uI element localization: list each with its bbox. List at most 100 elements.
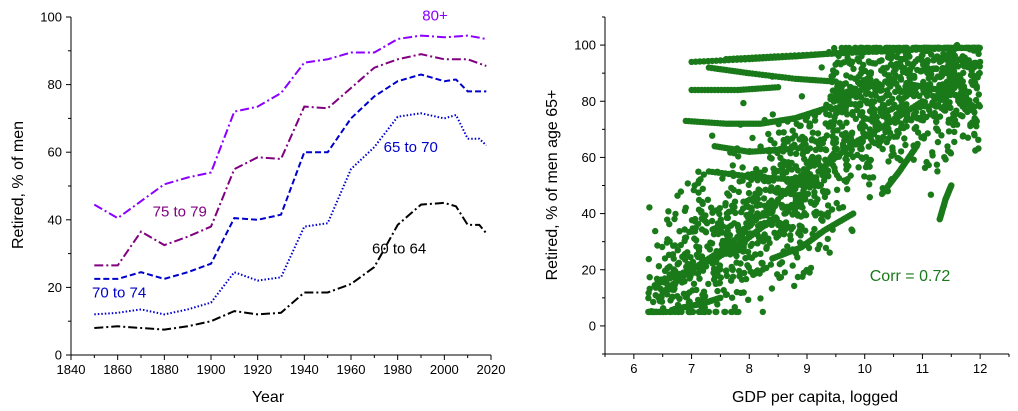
x-axis-title: Year (252, 389, 285, 406)
scatter-point (938, 132, 945, 139)
scatter-point (912, 58, 919, 65)
scatter-point (717, 274, 724, 281)
series-line-60-to-64 (94, 201, 488, 331)
scatter-point (690, 280, 698, 287)
scatter-point (681, 256, 689, 263)
scatter-point (687, 308, 694, 316)
scatter-point (738, 208, 745, 216)
scatter-point (938, 69, 945, 76)
scatter-point (794, 145, 802, 152)
scatter-point (824, 167, 832, 174)
scatter-point (817, 136, 824, 143)
scatter-point (857, 145, 864, 153)
scatter-point (713, 229, 720, 236)
scatter-point (708, 217, 716, 225)
scatter-point (848, 131, 855, 138)
scatter-point (904, 46, 911, 54)
series-labels: 80+ 75 to 79 65 to 70 70 to 74 60 to 64 (92, 7, 448, 301)
scatter-point (695, 247, 703, 254)
scatter-point (817, 181, 825, 189)
y-tick-label: 80 (48, 77, 62, 92)
scatter-point (923, 90, 931, 98)
scatter-point (973, 123, 980, 130)
scatter-point (768, 155, 775, 162)
scatter-point (812, 199, 820, 206)
scatter-point (957, 56, 965, 63)
scatter-point (906, 90, 913, 98)
scatter-point (655, 263, 663, 270)
scatter-point (784, 243, 791, 250)
scatter-point (976, 103, 983, 110)
scatter-point (925, 103, 933, 110)
scatter-point (890, 133, 898, 140)
scatter-point (723, 272, 731, 279)
scatter-point (919, 98, 926, 105)
scatter-point (725, 192, 733, 199)
scatter-point (895, 130, 902, 137)
scatter-point (695, 308, 703, 316)
scatter-point (957, 112, 964, 119)
scatter-point (951, 82, 958, 89)
scatter-point (866, 194, 873, 201)
scatter-point (808, 199, 815, 206)
scatter-point (729, 162, 736, 169)
series-label-70-to-74: 70 to 74 (92, 285, 146, 302)
scatter-point (821, 193, 829, 201)
scatter-point (860, 82, 867, 90)
scatter-point (867, 91, 875, 99)
scatter-point (779, 222, 787, 229)
scatter-point (763, 245, 770, 252)
scatter-point (728, 294, 736, 301)
scatter-point (809, 129, 816, 136)
scatter-point (715, 280, 722, 287)
x-tick-label: 1840 (57, 362, 86, 377)
x-tick-label: 6 (630, 361, 637, 376)
series-line-65-to-70 (94, 73, 487, 280)
scatter-point (832, 61, 839, 68)
scatter-point (789, 211, 796, 218)
scatter-point (898, 120, 905, 127)
scatter-point (859, 155, 866, 162)
scatter-point (811, 182, 819, 190)
scatter-point (728, 308, 735, 316)
y-tick-label: 40 (582, 206, 596, 221)
scatter-point (714, 301, 721, 308)
scatter-point (794, 192, 801, 199)
scatter-point (916, 92, 923, 100)
scatter-point (767, 136, 774, 144)
scatter-point (760, 195, 768, 202)
scatter-points (645, 41, 984, 316)
scatter-point (849, 153, 857, 161)
y-tick-label: 40 (48, 212, 62, 227)
scatter-point (671, 215, 678, 223)
scatter-point (722, 202, 729, 209)
scatter-point (724, 235, 731, 242)
scatter-point (885, 99, 893, 106)
scatter-point (842, 80, 849, 87)
scatter-point (839, 204, 847, 211)
scatter-point (838, 131, 846, 138)
y-tick-label: 60 (48, 145, 62, 160)
x-tick-label: 7 (688, 361, 695, 376)
scatter-point (975, 136, 982, 143)
scatter-point (813, 208, 820, 215)
scatter-point (862, 163, 870, 171)
scatter-point (953, 41, 961, 49)
scatter-point (871, 109, 878, 116)
scatter-point (786, 145, 793, 153)
scatter-point (855, 73, 863, 80)
scatter-point (926, 45, 933, 53)
scatter-point (735, 153, 742, 160)
scatter-point (661, 255, 669, 262)
y-tick-label: 80 (582, 94, 596, 109)
scatter-point (773, 234, 780, 241)
scatter-point (811, 188, 818, 196)
scatter-point (976, 58, 984, 66)
scatter-point (912, 108, 920, 116)
scatter-point (645, 255, 652, 263)
scatter-point (690, 186, 697, 194)
scatter-point (959, 61, 967, 69)
scatter-point (787, 232, 794, 239)
right-chart-axes: 6 7 8 9 10 11 12 0 20 40 60 80 100 (574, 16, 1010, 376)
scatter-point (948, 182, 955, 189)
